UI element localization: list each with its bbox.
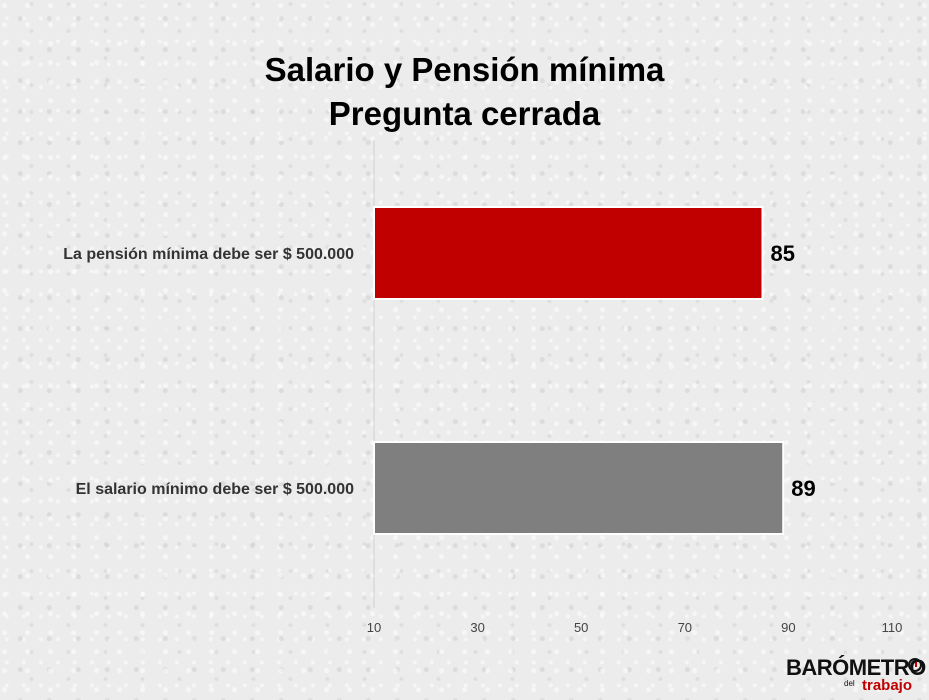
x-tick-label-70: 70 (678, 620, 692, 635)
logo-sub: trabajo (862, 677, 913, 694)
x-tick-label-10: 10 (367, 620, 381, 635)
category-label-1: La pensión mínima debe ser $ 500.000 (63, 246, 354, 263)
barometro-logo: BARÓMETRO del trabajo (782, 655, 926, 697)
bar-2 (373, 441, 785, 535)
gauge-icon (908, 658, 922, 672)
logo-connector: del (844, 679, 855, 688)
x-tick-label-110: 110 (882, 620, 903, 635)
x-tick-label-50: 50 (574, 620, 588, 635)
bar-1 (373, 206, 764, 300)
chart-title: Salario y Pensión mínima (264, 51, 665, 88)
x-tick-label-30: 30 (470, 620, 484, 635)
x-tick-label-90: 90 (781, 620, 795, 635)
logo-name: BARÓMETRO (786, 655, 926, 680)
data-label-1: 85 (771, 241, 795, 266)
category-label-2: El salario mínimo debe ser $ 500.000 (76, 481, 354, 498)
chart-subtitle: Pregunta cerrada (328, 95, 601, 132)
data-label-2: 89 (791, 476, 815, 501)
